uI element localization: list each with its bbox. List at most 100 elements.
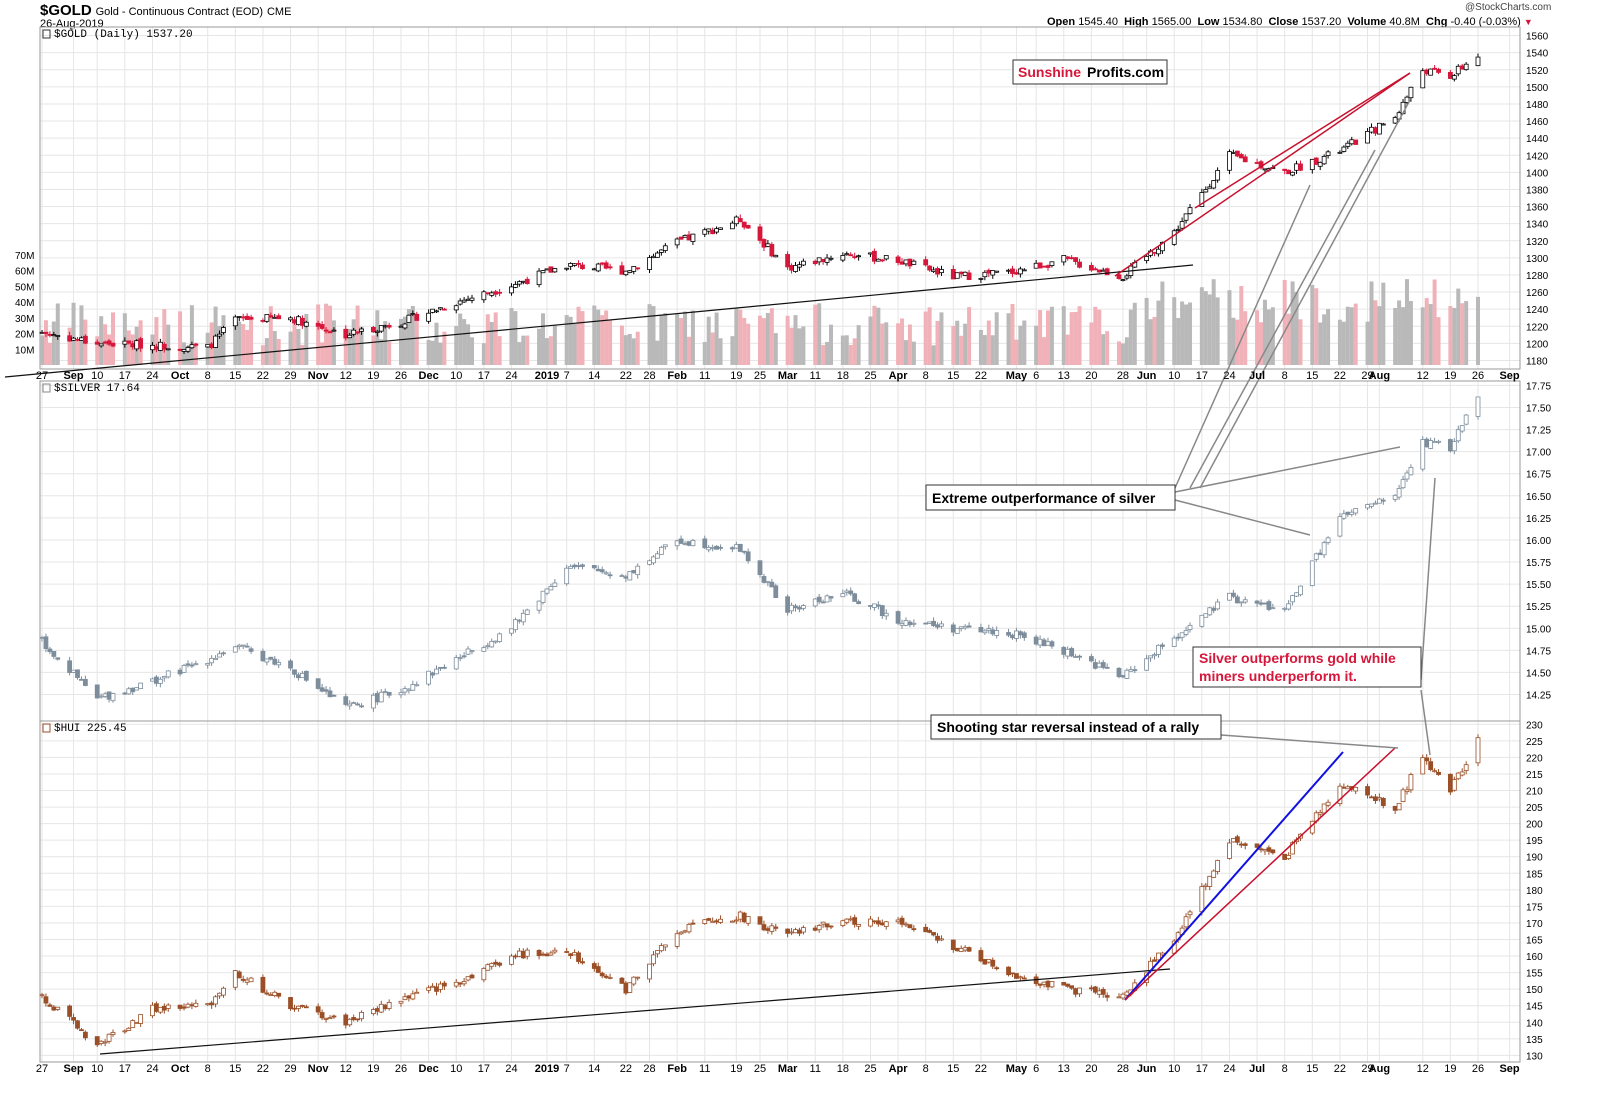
volume-bar xyxy=(1156,300,1161,365)
candle-body xyxy=(102,693,108,697)
volume-bar xyxy=(829,324,834,365)
x-tick-label: Dec xyxy=(419,1063,439,1075)
candle-body xyxy=(647,560,652,565)
candle-body xyxy=(800,260,806,266)
silver-outperformance-text: Extreme outperformance of silver xyxy=(932,490,1156,506)
volume-bar xyxy=(316,304,321,365)
candle-body xyxy=(260,320,266,322)
volume-bar xyxy=(690,310,695,365)
volume-bar xyxy=(1128,309,1133,365)
candle-body xyxy=(568,953,574,957)
candle-body xyxy=(658,249,664,253)
y-tick-label: 1560 xyxy=(1526,32,1549,43)
candle-body xyxy=(1317,552,1323,555)
candle-body xyxy=(1337,151,1343,154)
volume-bar xyxy=(990,335,995,365)
volume-bar xyxy=(1231,317,1236,365)
candle-body xyxy=(1092,662,1098,669)
candle-body xyxy=(323,329,329,332)
candle-body xyxy=(1436,771,1441,775)
candle-body xyxy=(1345,142,1351,147)
x-tick-label: Sep xyxy=(1499,370,1519,382)
volume-bar xyxy=(1286,313,1291,365)
y-tick-label: 220 xyxy=(1526,753,1543,764)
candle-body xyxy=(1428,68,1434,76)
candle-body xyxy=(185,1003,191,1008)
candle-body xyxy=(674,933,680,947)
volume-bar xyxy=(55,303,60,365)
volume-bar xyxy=(1259,322,1264,365)
candle-body xyxy=(331,694,337,697)
y-tick-label: 1180 xyxy=(1526,356,1548,367)
candle-body xyxy=(94,341,100,345)
candle-body xyxy=(209,657,215,664)
candle-body xyxy=(481,291,487,301)
candle-body xyxy=(1104,666,1110,669)
candle-body xyxy=(1100,269,1106,272)
candle-body xyxy=(986,628,992,631)
volume-bar xyxy=(1353,303,1358,365)
candle-body xyxy=(485,645,491,648)
candle-body xyxy=(1282,853,1288,860)
volume-bar xyxy=(320,342,325,365)
candle-body xyxy=(939,623,944,627)
candle-body xyxy=(907,621,913,626)
candle-body xyxy=(1069,985,1075,989)
candle-body xyxy=(1073,656,1079,658)
candle-body xyxy=(1017,976,1023,979)
volume-bar xyxy=(233,318,238,365)
candle-body xyxy=(1376,498,1382,504)
volume-bar xyxy=(927,307,932,365)
candle-body xyxy=(1045,265,1051,268)
candle-body xyxy=(848,254,854,257)
volume-bar xyxy=(706,316,711,365)
x-tick-label: 6 xyxy=(1033,370,1039,382)
open-value: 1545.40 xyxy=(1078,16,1118,28)
panel-frame xyxy=(39,26,1521,370)
x-tick-label: 19 xyxy=(1444,1063,1456,1075)
candle-body xyxy=(1313,157,1319,165)
volume-bar xyxy=(1408,300,1413,365)
candle-body xyxy=(469,650,475,653)
close-label: Close xyxy=(1268,16,1299,28)
candle-body xyxy=(785,596,791,613)
volume-bar xyxy=(635,331,640,365)
candle-body xyxy=(907,258,913,267)
x-tick-label: 15 xyxy=(1306,1063,1318,1075)
low-label: Low xyxy=(1197,16,1220,28)
candle-body xyxy=(524,278,530,284)
volume-bar xyxy=(604,310,609,365)
candle-body xyxy=(548,952,554,956)
candle-body xyxy=(248,317,254,320)
candle-body xyxy=(1258,602,1264,605)
candle-body xyxy=(438,666,443,669)
x-tick-label: 17 xyxy=(478,370,490,382)
candle-body xyxy=(292,1007,297,1010)
candle-body xyxy=(39,637,45,639)
volume-bar xyxy=(1117,341,1121,365)
volume-bar xyxy=(1393,307,1398,365)
volume-bar xyxy=(923,311,928,365)
candle-body xyxy=(1017,631,1023,636)
volume-bar xyxy=(911,341,916,365)
volume-bar xyxy=(434,322,439,365)
volume-bar xyxy=(162,309,167,365)
candle-body xyxy=(812,927,818,931)
volume-bar xyxy=(1377,306,1382,365)
y-tick-label: 1400 xyxy=(1526,168,1549,179)
candle-body xyxy=(1144,256,1150,261)
axis-labels: 27 27 Sep Sep 10 10 17 17 24 24 Oct Oct 8 8 15 15 22 22 29… xyxy=(15,32,1551,1075)
candle-body xyxy=(903,923,909,926)
candle-body xyxy=(1353,508,1359,514)
candle-body xyxy=(986,959,992,963)
candle-body xyxy=(872,250,877,262)
candle-body xyxy=(994,270,1000,273)
volume-bar xyxy=(300,344,305,365)
candle-body xyxy=(205,1003,211,1006)
candle-body xyxy=(457,300,463,305)
volume-bar xyxy=(1266,309,1271,365)
candle-body xyxy=(1065,648,1071,657)
volume-bar xyxy=(525,335,530,365)
candle-body xyxy=(572,952,577,956)
x-tick-label: 8 xyxy=(1282,370,1288,382)
